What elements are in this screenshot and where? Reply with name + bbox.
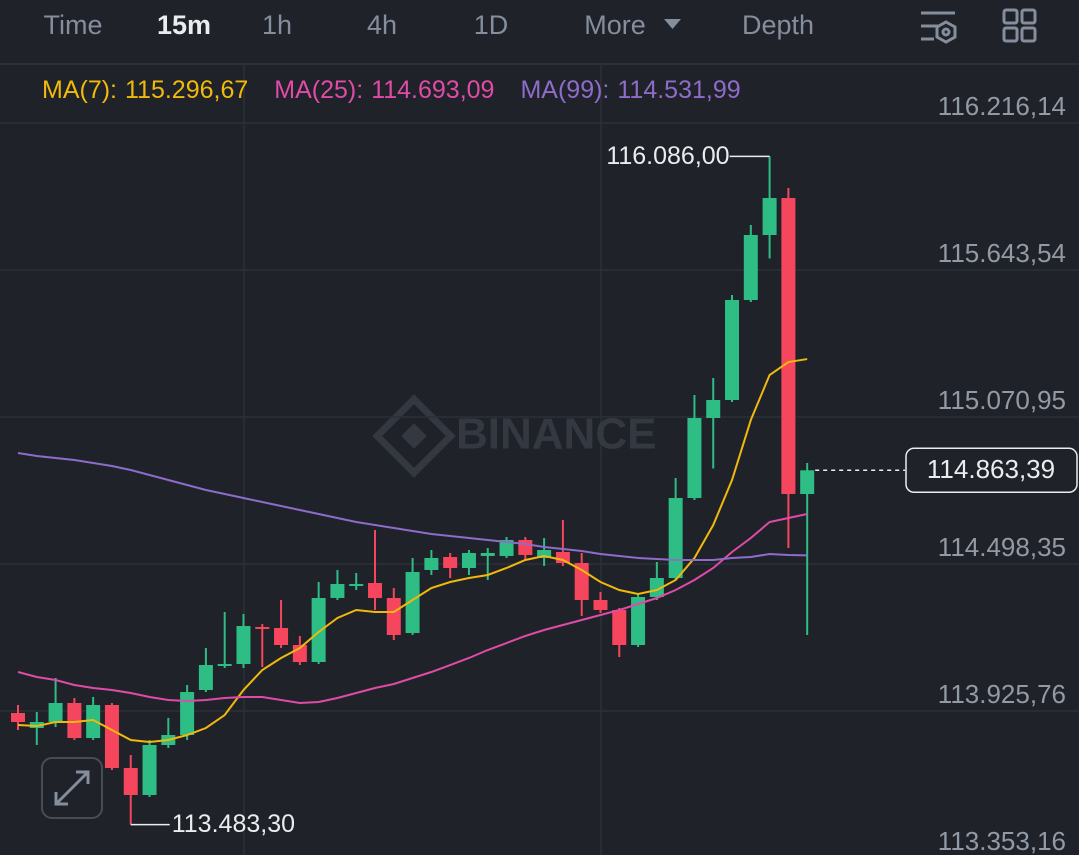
annotation-label: 116.086,00 bbox=[606, 142, 729, 170]
legend-name: MA(99): bbox=[520, 76, 610, 104]
candle-body bbox=[255, 627, 270, 630]
candle-body bbox=[649, 578, 664, 597]
layout-icon[interactable] bbox=[1002, 8, 1037, 43]
candle-body bbox=[123, 767, 138, 796]
settings-icon[interactable] bbox=[921, 11, 957, 44]
y-tick-label: 113.925,76 bbox=[938, 679, 1066, 709]
candle-body bbox=[631, 596, 646, 646]
legend-item: MA(25): 114.693,09 bbox=[274, 76, 494, 105]
last-price-label: 114.863,39 bbox=[927, 454, 1055, 484]
legend-value: 115.296,67 bbox=[125, 76, 249, 104]
watermark-text: BINANCE bbox=[456, 410, 656, 459]
candle-body bbox=[612, 609, 627, 646]
candle-body bbox=[480, 552, 495, 556]
ma-line bbox=[17, 452, 808, 562]
watermark: BINANCE bbox=[372, 394, 656, 478]
y-tick-label: 115.070,95 bbox=[938, 385, 1066, 415]
candle-body bbox=[104, 704, 119, 768]
candle-body bbox=[668, 498, 683, 579]
candle-body bbox=[349, 584, 364, 587]
candle-body bbox=[687, 418, 702, 499]
legend-value: 114.693,09 bbox=[371, 76, 495, 104]
candle-body bbox=[48, 702, 63, 722]
y-tick-label: 115.643,54 bbox=[938, 238, 1066, 268]
candle-body bbox=[424, 558, 439, 570]
legend-item: MA(99): 114.531,99 bbox=[520, 76, 740, 105]
candle-body bbox=[330, 584, 345, 598]
toolbar-tab[interactable]: Depth bbox=[742, 10, 814, 40]
candle-body bbox=[236, 626, 251, 665]
candle-body bbox=[217, 664, 232, 667]
candle-body bbox=[180, 692, 195, 736]
legend: MA(7): 115.296,67 MA(25): 114.693,09 MA(99):… bbox=[42, 76, 741, 105]
candle-body bbox=[405, 571, 420, 633]
candle-body bbox=[67, 702, 82, 739]
candle-body bbox=[386, 597, 401, 635]
candle-body bbox=[461, 552, 476, 568]
toolbar-tab[interactable]: More bbox=[584, 10, 646, 40]
ma-lines bbox=[17, 358, 808, 744]
ma-line bbox=[17, 513, 808, 705]
candle-body bbox=[762, 198, 777, 235]
toolbar-tab[interactable]: 1h bbox=[262, 10, 292, 40]
candle-body bbox=[537, 549, 552, 559]
toolbar-tab[interactable]: Time bbox=[44, 10, 103, 40]
candle-body bbox=[725, 300, 740, 401]
candle-body bbox=[743, 234, 758, 301]
marks bbox=[11, 156, 815, 825]
candle-body bbox=[443, 557, 458, 568]
candle-body bbox=[11, 712, 25, 722]
y-tick-label: 114.498,35 bbox=[938, 532, 1066, 562]
candle-body bbox=[142, 744, 157, 796]
candle-body bbox=[781, 198, 796, 495]
y-tick-label: 116.216,14 bbox=[938, 91, 1066, 121]
labels: 116.216,14 115.643,54 115.070,95 114.498,35… bbox=[130, 91, 1078, 855]
candle-body bbox=[499, 540, 514, 556]
last-price-box bbox=[905, 447, 1078, 494]
toolbar-tab[interactable]: 1D bbox=[474, 10, 509, 40]
toolbar-tab[interactable]: 4h bbox=[367, 10, 397, 40]
candle-body bbox=[86, 704, 101, 739]
candle-body bbox=[368, 583, 383, 598]
grid bbox=[0, 122, 1079, 712]
candle-body bbox=[518, 540, 533, 555]
toolbar-tab[interactable]: 15m bbox=[157, 10, 211, 40]
y-tick-label: 113.353,16 bbox=[938, 826, 1066, 855]
legend-value: 114.531,99 bbox=[617, 76, 741, 104]
candle-body bbox=[593, 600, 608, 610]
annotation-label: 113.483,30 bbox=[172, 810, 295, 838]
ma-line bbox=[17, 358, 808, 744]
legend-name: MA(25): bbox=[274, 76, 364, 104]
candle-body bbox=[800, 470, 815, 495]
candle-body bbox=[574, 562, 589, 601]
legend-item: MA(7): 115.296,67 bbox=[42, 76, 248, 105]
candle-body bbox=[29, 721, 44, 729]
candle-body bbox=[274, 628, 289, 646]
dropdown-caret bbox=[664, 19, 681, 29]
candle-body bbox=[198, 665, 213, 691]
candle-body bbox=[311, 597, 326, 662]
legend-name: MA(7): bbox=[42, 76, 117, 104]
candle-body bbox=[555, 551, 570, 563]
candle-body bbox=[706, 400, 721, 419]
expand-button[interactable] bbox=[41, 757, 103, 819]
